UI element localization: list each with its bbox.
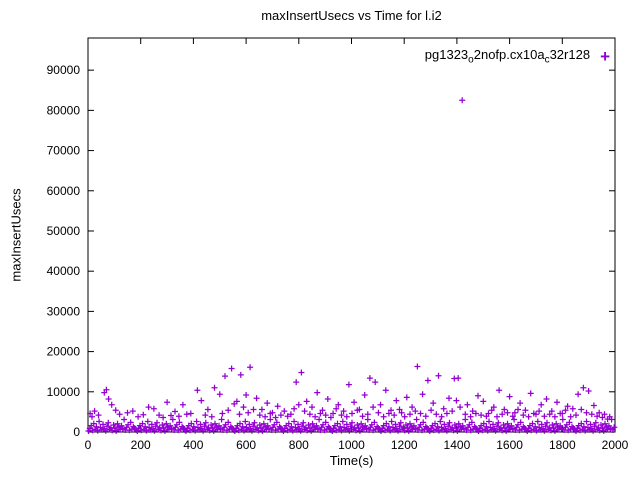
legend-series-label: pg1323o2nofp.cx10ac32r128	[424, 47, 591, 66]
y-tick-label: 80000	[47, 103, 81, 117]
y-tick-label: 40000	[47, 264, 81, 278]
x-tick-label: 200	[131, 438, 151, 452]
y-tick-label: 60000	[47, 184, 81, 198]
legend: pg1323o2nofp.cx10ac32r128 +	[425, 47, 610, 66]
x-tick-label: 400	[183, 438, 203, 452]
x-tick-label: 0	[85, 438, 92, 452]
x-tick-label: 800	[289, 438, 309, 452]
y-tick-label: 0	[73, 425, 80, 439]
y-tick-label: 10000	[47, 385, 81, 399]
x-tick-label: 1200	[391, 438, 418, 452]
x-tick-label: 1600	[496, 438, 523, 452]
chart-title: maxInsertUsecs vs Time for l.i2	[261, 8, 442, 23]
y-tick-label: 20000	[47, 345, 81, 359]
x-tick-label: 1400	[444, 438, 471, 452]
x-tick-label: 600	[236, 438, 256, 452]
y-tick-label: 90000	[47, 63, 81, 77]
x-tick-label: 1800	[549, 438, 576, 452]
y-tick-label: 30000	[47, 304, 81, 318]
x-tick-label: 2000	[602, 438, 629, 452]
y-tick-label: 50000	[47, 224, 81, 238]
plot-border	[87, 37, 616, 433]
x-tick-label: 1000	[338, 438, 365, 452]
series-points	[85, 97, 618, 434]
x-axis-label: Time(s)	[329, 453, 374, 468]
y-tick-label: 70000	[47, 144, 81, 158]
plus-marker-icon: +	[600, 46, 610, 66]
